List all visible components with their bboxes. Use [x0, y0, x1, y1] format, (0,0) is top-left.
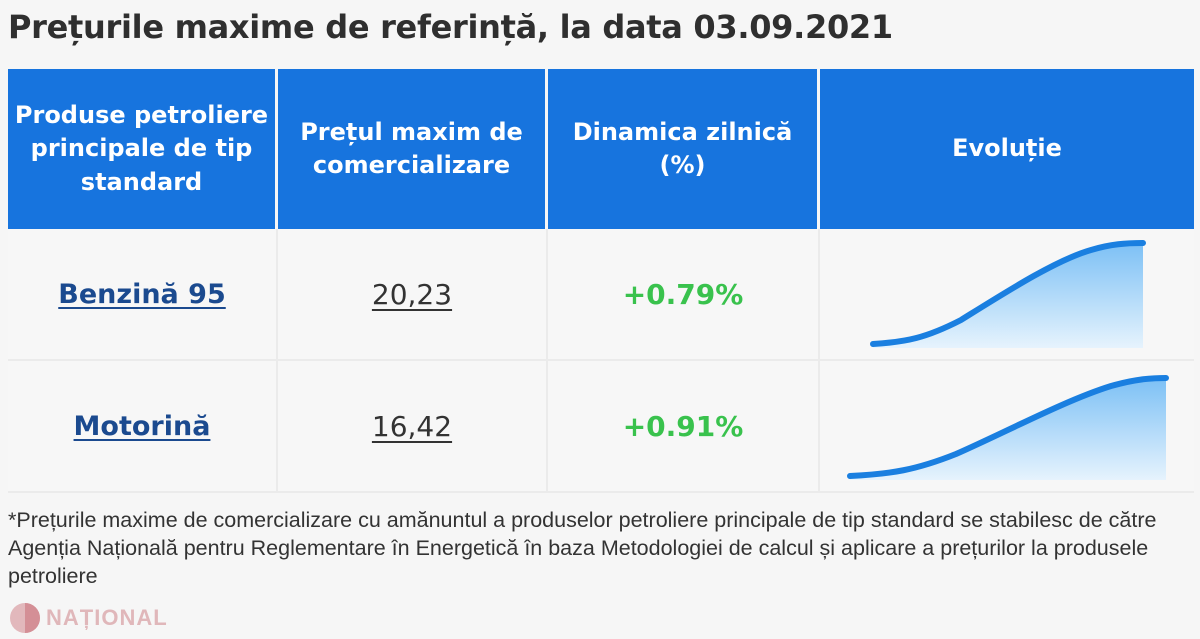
- table-row: Benzină 95 20,23 +0.79%: [8, 229, 1194, 361]
- change-cell: +0.79%: [548, 229, 820, 361]
- footnote: *Prețurile maxime de comercializare cu a…: [8, 508, 1157, 588]
- price-cell: 16,42: [278, 361, 548, 493]
- sparkline-area: [873, 243, 1143, 348]
- price-value[interactable]: 16,42: [371, 409, 453, 443]
- sparkline-area: [850, 378, 1166, 480]
- product-link-motorina[interactable]: Motorină: [73, 410, 211, 442]
- page-title: Prețurile maxime de referință, la data 0…: [8, 8, 893, 46]
- logo-icon: [10, 603, 40, 633]
- change-cell: +0.91%: [548, 361, 820, 493]
- sparkline-line: [870, 240, 1146, 347]
- sparkline-line: [847, 375, 1169, 479]
- evolution-sparkline: [870, 240, 1146, 348]
- evolution-cell: [820, 361, 1194, 493]
- column-header-daily-change: Dinamica zilnică (%): [548, 69, 820, 229]
- product-link-benzina-95[interactable]: Benzină 95: [58, 278, 226, 310]
- daily-change-value: +0.79%: [622, 277, 744, 311]
- evolution-sparkline: [847, 375, 1169, 480]
- table-row: Motorină 16,42 +0.91%: [8, 361, 1194, 493]
- table-header-row: Produse petroliere principale de tip sta…: [8, 69, 1194, 229]
- price-table: Produse petroliere principale de tip sta…: [8, 69, 1194, 493]
- daily-change-value: +0.91%: [622, 409, 744, 443]
- column-header-product: Produse petroliere principale de tip sta…: [8, 69, 278, 229]
- price-value[interactable]: 20,23: [371, 277, 453, 311]
- product-cell: Motorină: [8, 361, 278, 493]
- price-cell: 20,23: [278, 229, 548, 361]
- product-cell: Benzină 95: [8, 229, 278, 361]
- logo-text: NAȚIONAL: [46, 605, 168, 630]
- national-logo: NAȚIONAL: [10, 603, 168, 633]
- evolution-cell: [820, 229, 1194, 361]
- column-header-max-price: Prețul maxim de comercializare: [278, 69, 548, 229]
- column-header-evolution: Evoluție: [820, 69, 1194, 229]
